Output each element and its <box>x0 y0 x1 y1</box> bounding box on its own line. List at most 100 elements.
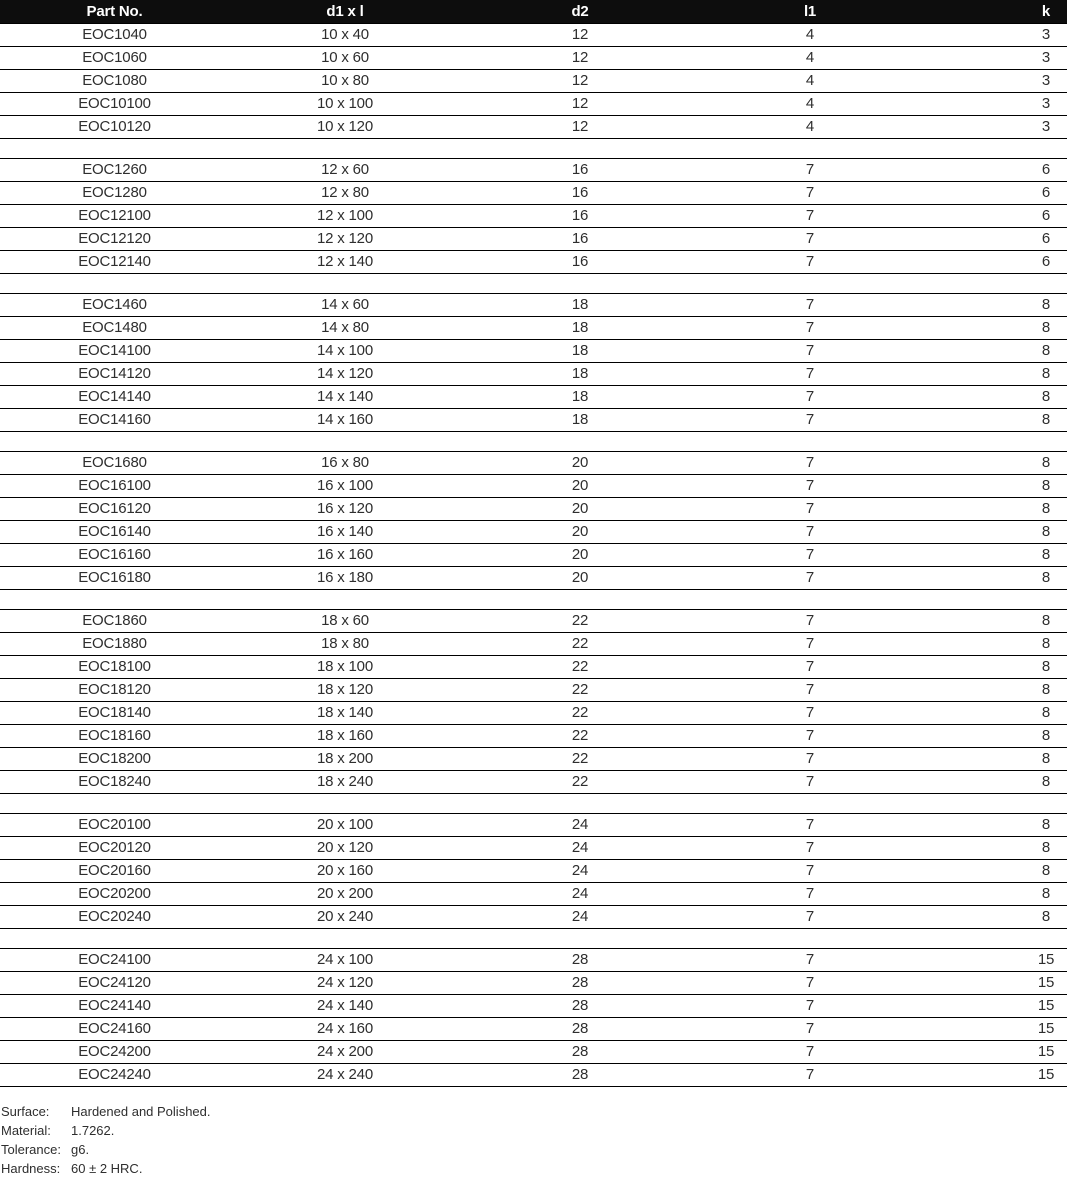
cell-l1: 7 <box>699 408 921 432</box>
cell-k: 8 <box>921 724 1067 748</box>
cell-l1: 7 <box>699 339 921 363</box>
cell-d1xl: 24 x 120 <box>229 971 461 995</box>
note-surface: Surface: Hardened and Polished. <box>1 1102 1067 1121</box>
cell-d2: 22 <box>461 632 699 656</box>
cell-k: 8 <box>921 678 1067 702</box>
cell-d1xl: 12 x 120 <box>229 227 461 251</box>
cell-d1xl: 18 x 240 <box>229 770 461 794</box>
table-row: EOC24120 24 x 120 28 7 15 <box>0 971 1067 995</box>
cell-l1: 7 <box>699 678 921 702</box>
column-header-d2: d2 <box>461 0 699 24</box>
table-row: EOC1880 18 x 80 22 7 8 <box>0 632 1067 656</box>
table-row: EOC16160 16 x 160 20 7 8 <box>0 543 1067 567</box>
cell-k: 15 <box>921 971 1067 995</box>
cell-k: 8 <box>921 632 1067 656</box>
cell-d1xl: 20 x 160 <box>229 859 461 883</box>
cell-l1: 7 <box>699 474 921 498</box>
table-row: EOC1860 18 x 60 22 7 8 <box>0 609 1067 633</box>
spacer-cell <box>0 793 1067 814</box>
note-value: 60 ± 2 HRC. <box>71 1160 143 1176</box>
note-label: Hardness: <box>1 1160 61 1176</box>
cell-l1: 7 <box>699 204 921 228</box>
cell-k: 8 <box>921 609 1067 633</box>
cell-l1: 7 <box>699 724 921 748</box>
cell-d1xl: 16 x 100 <box>229 474 461 498</box>
table-row: EOC20240 20 x 240 24 7 8 <box>0 905 1067 929</box>
cell-d1xl: 20 x 200 <box>229 882 461 906</box>
spacer-row <box>0 793 1067 814</box>
cell-d1xl: 10 x 120 <box>229 115 461 139</box>
cell-l1: 7 <box>699 905 921 929</box>
cell-part-no: EOC16160 <box>0 543 229 567</box>
cell-part-no: EOC12140 <box>0 250 229 274</box>
cell-k: 8 <box>921 293 1067 317</box>
cell-k: 6 <box>921 250 1067 274</box>
cell-part-no: EOC24120 <box>0 971 229 995</box>
cell-part-no: EOC1860 <box>0 609 229 633</box>
cell-part-no: EOC20240 <box>0 905 229 929</box>
table-row: EOC10120 10 x 120 12 4 3 <box>0 115 1067 139</box>
note-hardness: Hardness: 60 ± 2 HRC. <box>1 1159 1067 1178</box>
cell-part-no: EOC1880 <box>0 632 229 656</box>
cell-l1: 7 <box>699 609 921 633</box>
cell-part-no: EOC20120 <box>0 836 229 860</box>
cell-l1: 7 <box>699 316 921 340</box>
cell-part-no: EOC1260 <box>0 158 229 182</box>
cell-d1xl: 18 x 60 <box>229 609 461 633</box>
spacer-row <box>0 928 1067 949</box>
table-row: EOC12120 12 x 120 16 7 6 <box>0 227 1067 251</box>
cell-d2: 18 <box>461 362 699 386</box>
cell-d1xl: 14 x 160 <box>229 408 461 432</box>
cell-part-no: EOC14160 <box>0 408 229 432</box>
table-body: EOC1040 10 x 40 12 4 3 EOC1060 10 x 60 12 4 3 EOC1… <box>0 23 1067 1087</box>
cell-part-no: EOC20200 <box>0 882 229 906</box>
cell-d2: 22 <box>461 655 699 679</box>
cell-l1: 7 <box>699 1017 921 1041</box>
cell-part-no: EOC16140 <box>0 520 229 544</box>
note-material: Material: 1.7262. <box>1 1121 1067 1140</box>
cell-part-no: EOC12120 <box>0 227 229 251</box>
note-label: Surface: <box>1 1103 50 1119</box>
table-row: EOC1480 14 x 80 18 7 8 <box>0 316 1067 340</box>
cell-part-no: EOC18100 <box>0 655 229 679</box>
cell-d1xl: 18 x 120 <box>229 678 461 702</box>
cell-k: 8 <box>921 747 1067 771</box>
spacer-row <box>0 431 1067 452</box>
spacer-row <box>0 138 1067 159</box>
cell-k: 15 <box>921 1017 1067 1041</box>
cell-d2: 20 <box>461 520 699 544</box>
cell-l1: 4 <box>699 92 921 116</box>
cell-k: 8 <box>921 474 1067 498</box>
table-row: EOC18160 18 x 160 22 7 8 <box>0 724 1067 748</box>
cell-part-no: EOC10120 <box>0 115 229 139</box>
cell-d2: 28 <box>461 994 699 1018</box>
cell-d2: 22 <box>461 678 699 702</box>
cell-k: 8 <box>921 655 1067 679</box>
parts-table: Part No. d1 x l d2 l1 k EOC1040 10 x 40 12… <box>0 0 1067 1087</box>
cell-d1xl: 24 x 200 <box>229 1040 461 1064</box>
column-header-l1: l1 <box>699 0 921 24</box>
spacer-cell <box>0 928 1067 949</box>
cell-part-no: EOC12100 <box>0 204 229 228</box>
table-row: EOC16100 16 x 100 20 7 8 <box>0 474 1067 498</box>
cell-l1: 7 <box>699 859 921 883</box>
table-row: EOC1040 10 x 40 12 4 3 <box>0 23 1067 47</box>
cell-d2: 24 <box>461 882 699 906</box>
cell-d1xl: 18 x 200 <box>229 747 461 771</box>
table-row: EOC24100 24 x 100 28 7 15 <box>0 948 1067 972</box>
note-value: Hardened and Polished. <box>71 1103 211 1119</box>
cell-k: 8 <box>921 566 1067 590</box>
cell-k: 8 <box>921 520 1067 544</box>
table-row: EOC24160 24 x 160 28 7 15 <box>0 1017 1067 1041</box>
cell-part-no: EOC24140 <box>0 994 229 1018</box>
note-label: Tolerance: <box>1 1141 61 1157</box>
cell-d1xl: 12 x 80 <box>229 181 461 205</box>
cell-d1xl: 20 x 240 <box>229 905 461 929</box>
cell-part-no: EOC16120 <box>0 497 229 521</box>
cell-k: 15 <box>921 948 1067 972</box>
spacer-cell <box>0 431 1067 452</box>
cell-d1xl: 16 x 180 <box>229 566 461 590</box>
table-row: EOC12100 12 x 100 16 7 6 <box>0 204 1067 228</box>
cell-d1xl: 16 x 80 <box>229 451 461 475</box>
cell-d2: 16 <box>461 204 699 228</box>
